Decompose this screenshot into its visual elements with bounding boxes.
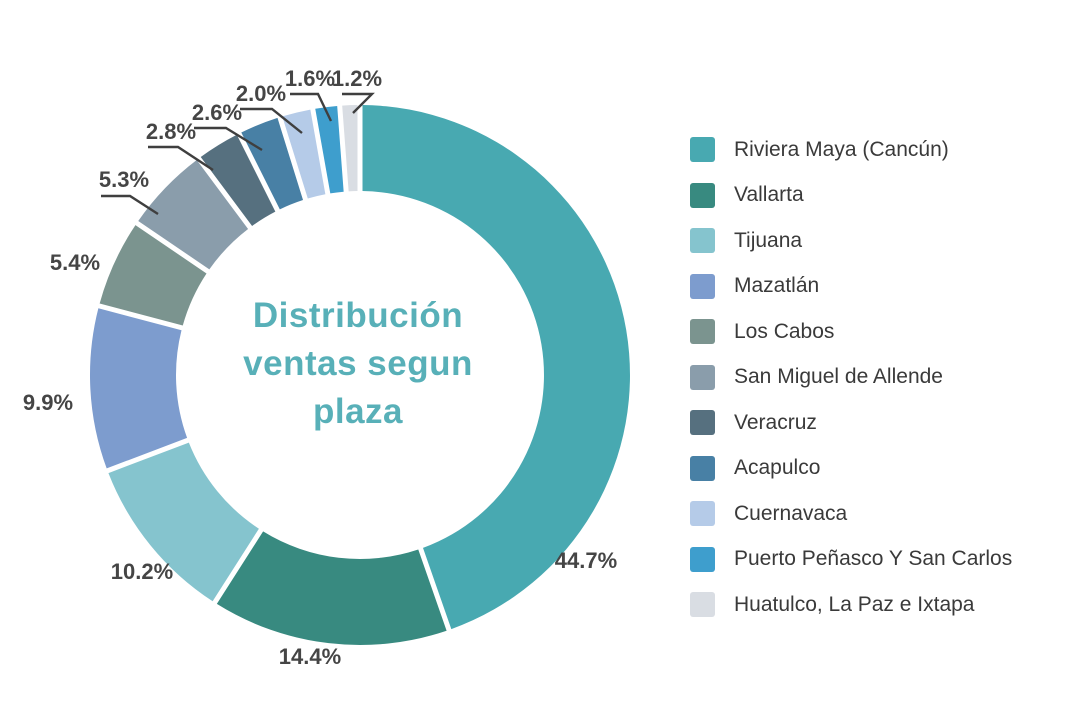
legend-swatch-puerto-penasco-y-san-carlos [690, 546, 715, 572]
legend-label-veracruz: Veracruz [734, 410, 817, 434]
legend-label-huatulco-la-paz-e-ixtapa: Huatulco, La Paz e Ixtapa [734, 592, 975, 616]
donut-slice-puerto-penasco-y-san-carlos [315, 105, 344, 194]
donut-slice-tijuana [108, 442, 259, 602]
leader-line-huatulco-la-paz-e-ixtapa [342, 92, 375, 114]
legend-item-mazatlan: Mazatlán [690, 273, 1012, 299]
slice-percent-label-cuernavaca: 2.0% [236, 81, 286, 106]
donut-slice-veracruz [200, 134, 276, 226]
legend-item-vallarta: Vallarta [690, 182, 1012, 208]
legend-item-riviera-maya-cancun: Riviera Maya (Cancún) [690, 137, 1012, 162]
slice-percent-label-veracruz: 2.8% [146, 119, 196, 144]
leader-line-veracruz [148, 145, 214, 172]
legend-item-huatulco-la-paz-e-ixtapa: Huatulco, La Paz e Ixtapa [690, 592, 1012, 617]
legend-swatch-riviera-maya-cancun [690, 137, 715, 162]
legend-label-riviera-maya-cancun: Riviera Maya (Cancún) [734, 137, 949, 161]
legend-label-acapulco: Acapulco [734, 456, 821, 479]
legend-item-acapulco: Acapulco [690, 455, 1012, 481]
legend-item-san-miguel-de-allende: San Miguel de Allende [690, 364, 1012, 390]
chart-title-line-1: Distribución [252, 296, 464, 335]
donut-slice-mazatlan [89, 308, 188, 469]
slice-percent-label-tijuana: 10.2% [111, 559, 173, 584]
legend-swatch-los-cabos [690, 319, 715, 344]
legend-label-san-miguel-de-allende: San Miguel de Allende [734, 365, 943, 388]
donut-slice-riviera-maya-cancun [362, 105, 630, 630]
legend-swatch-san-miguel-de-allende [690, 364, 715, 390]
legend-swatch-mazatlan [690, 273, 715, 299]
legend-label-cuernavaca: Cuernavaca [734, 501, 848, 525]
leader-line-acapulco [194, 126, 263, 152]
donut-slice-los-cabos [99, 225, 207, 326]
legend-swatch-vallarta [690, 182, 715, 208]
legend-label-puerto-penasco-y-san-carlos: Puerto Peñasco Y San Carlos [734, 547, 1013, 570]
slice-percent-label-acapulco: 2.6% [192, 100, 242, 125]
slice-percent-label-riviera-maya-cancun: 44.7% [555, 548, 617, 573]
legend-label-vallarta: Vallarta [734, 183, 804, 206]
legend-item-cuernavaca: Cuernavaca [690, 501, 1012, 526]
donut-slice-huatulco-la-paz-e-ixtapa [342, 105, 358, 192]
chart-title-line-2: ventas segun [243, 344, 473, 383]
leader-line-puerto-penasco-y-san-carlos [290, 92, 333, 122]
chart-legend: Riviera Maya (Cancún) Vallarta Tijuana Maza… [690, 137, 1012, 617]
legend-label-tijuana: Tijuana [734, 228, 803, 252]
leader-line-cuernavaca [240, 107, 303, 134]
leader-line-san-miguel-de-allende [101, 194, 159, 216]
slice-percent-label-los-cabos: 5.4% [50, 250, 100, 275]
slice-percent-label-san-miguel-de-allende: 5.3% [99, 167, 149, 192]
legend-swatch-tijuana [690, 228, 715, 253]
donut-slice-cuernavaca [282, 109, 326, 199]
slice-percent-label-puerto-penasco-y-san-carlos: 1.6% [285, 66, 335, 91]
chart-title-line-3: plaza [312, 392, 404, 431]
legend-label-mazatlan: Mazatlán [734, 274, 820, 297]
legend-swatch-acapulco [690, 455, 715, 481]
donut-slice-acapulco [241, 117, 304, 210]
legend-item-tijuana: Tijuana [690, 228, 1012, 253]
legend-item-veracruz: Veracruz [690, 410, 1012, 435]
legend-swatch-veracruz [690, 410, 715, 435]
legend-item-puerto-penasco-y-san-carlos: Puerto Peñasco Y San Carlos [690, 546, 1013, 572]
legend-swatch-huatulco-la-paz-e-ixtapa [690, 592, 715, 617]
legend-swatch-cuernavaca [690, 501, 715, 526]
legend-item-los-cabos: Los Cabos [690, 319, 1012, 344]
slice-percent-label-mazatlan: 9.9% [23, 390, 73, 415]
donut-slice-san-miguel-de-allende [138, 159, 249, 270]
chart-title: Distribución ventas segun plaza [188, 292, 528, 436]
slice-percent-label-huatulco-la-paz-e-ixtapa: 1.2% [332, 66, 382, 91]
slice-percent-label-vallarta: 14.4% [279, 644, 341, 669]
legend-label-los-cabos: Los Cabos [734, 319, 835, 343]
donut-slice-vallarta [216, 531, 447, 645]
